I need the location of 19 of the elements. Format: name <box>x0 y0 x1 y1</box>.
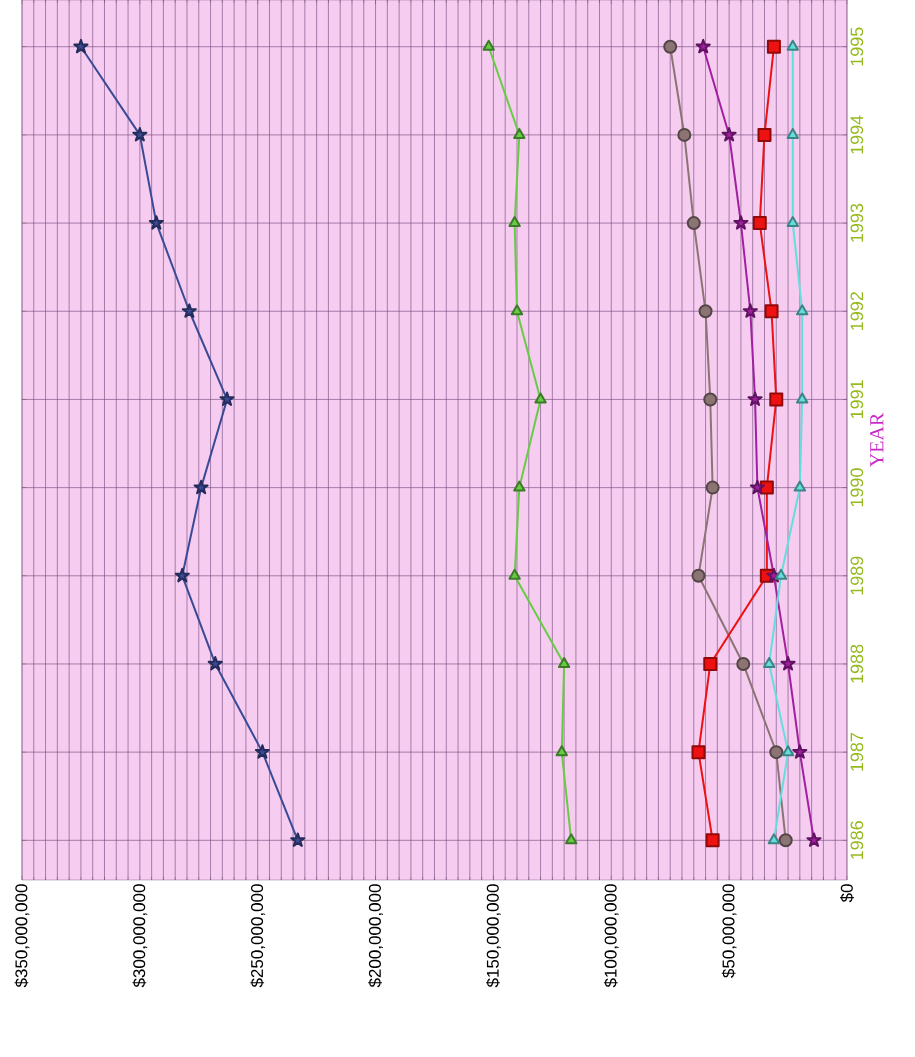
x-tick-label: $350,000,000 <box>14 884 30 988</box>
y-tick-label: 1991 <box>850 380 864 419</box>
y-tick-label: 1987 <box>850 733 864 771</box>
x-tick-label: $150,000,000 <box>486 884 501 988</box>
x-tick-label: $0 <box>840 884 854 903</box>
y-tick-label: 1992 <box>850 292 864 330</box>
x-tick-label: $250,000,000 <box>250 884 266 988</box>
y-tick-label: 1994 <box>850 115 864 154</box>
y-tick-label: 1988 <box>850 644 864 683</box>
y-tick-label: 1995 <box>850 27 864 66</box>
y-tick-label: 1990 <box>850 468 864 507</box>
y-axis-title: YEAR <box>870 412 884 467</box>
x-tick-label: $50,000,000 <box>721 884 737 978</box>
x-tick-label: $200,000,000 <box>368 884 383 988</box>
y-tick-label: 1993 <box>850 203 864 242</box>
x-tick-label: $300,000,000 <box>132 884 148 988</box>
x-tick-label: $100,000,000 <box>603 884 619 988</box>
y-tick-label: 1989 <box>850 556 864 595</box>
y-tick-label: 1986 <box>850 821 864 859</box>
